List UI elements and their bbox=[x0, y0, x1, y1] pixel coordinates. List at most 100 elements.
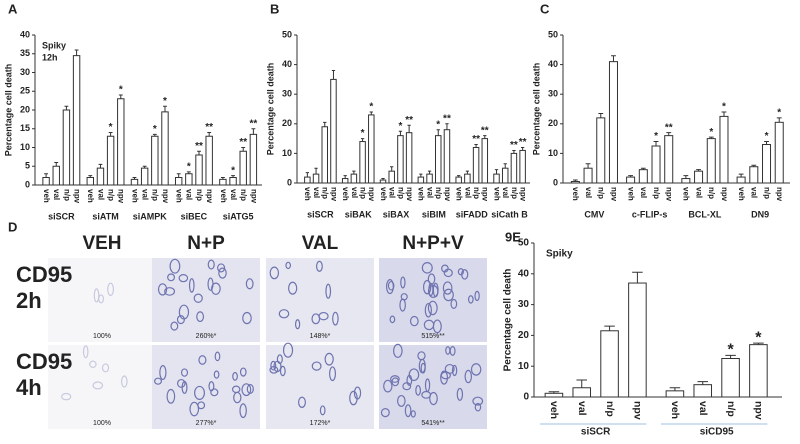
y-tick-label: 30 bbox=[518, 299, 530, 310]
cell bbox=[157, 283, 168, 296]
group-label: siBAX bbox=[383, 209, 410, 219]
group-label: CMV bbox=[584, 209, 604, 219]
bar-label: npv bbox=[609, 187, 618, 202]
cell bbox=[324, 352, 334, 366]
error-bar bbox=[207, 132, 212, 137]
error-bar bbox=[88, 175, 93, 178]
y-tick-label: 0 bbox=[287, 177, 292, 187]
cell bbox=[82, 345, 89, 359]
bar bbox=[106, 135, 115, 186]
bar bbox=[117, 98, 125, 186]
bar-label: n/p bbox=[652, 187, 661, 199]
bar bbox=[130, 178, 139, 186]
group-label: siBAK bbox=[345, 209, 373, 219]
annotation: 12h bbox=[42, 52, 58, 62]
bar-label: npv bbox=[205, 189, 214, 204]
row-label: CD95 bbox=[16, 262, 72, 287]
error-bar bbox=[390, 166, 394, 172]
bar bbox=[721, 358, 740, 398]
bar bbox=[312, 173, 320, 184]
bar-label: val bbox=[350, 187, 359, 198]
y-tick-label: 20 bbox=[282, 118, 292, 128]
cell bbox=[418, 358, 426, 374]
group-label: siCath B bbox=[491, 209, 528, 219]
group-label: siATG5 bbox=[223, 211, 254, 221]
bar bbox=[140, 167, 149, 186]
cell bbox=[397, 394, 406, 407]
error-bar bbox=[427, 170, 432, 175]
bar bbox=[174, 177, 183, 186]
error-bar bbox=[465, 170, 470, 175]
bar-label: npv bbox=[161, 189, 170, 204]
bar-label: npv bbox=[753, 401, 765, 420]
bar-label: veh bbox=[341, 187, 350, 201]
y-tick-label: 40 bbox=[20, 29, 30, 39]
error-bar bbox=[407, 124, 411, 133]
significance: * bbox=[436, 119, 440, 130]
error-bar bbox=[725, 354, 736, 359]
bar-label: npv bbox=[329, 187, 338, 202]
cell bbox=[427, 300, 438, 316]
y-axis-title: Percentage cell death bbox=[3, 64, 13, 157]
significance: ** bbox=[195, 141, 203, 152]
bar bbox=[749, 166, 759, 184]
cell bbox=[421, 262, 433, 274]
error-bar bbox=[197, 150, 201, 155]
cell bbox=[164, 287, 176, 296]
row-label: 2h bbox=[16, 288, 42, 313]
cell bbox=[474, 290, 480, 302]
error-bar bbox=[640, 167, 646, 170]
group-label: c-FLIP-s bbox=[632, 209, 668, 219]
significance: * bbox=[727, 342, 734, 359]
error-bar bbox=[369, 111, 373, 115]
group-label: siBIM bbox=[422, 209, 446, 219]
significance: * bbox=[153, 124, 157, 135]
bar-label: n/p bbox=[434, 187, 443, 199]
cell bbox=[311, 361, 322, 371]
y-tick-label: 25 bbox=[20, 86, 30, 96]
micrograph bbox=[266, 258, 374, 342]
significance: ** bbox=[205, 122, 213, 133]
significance: * bbox=[709, 127, 713, 138]
y-tick-label: 0 bbox=[25, 179, 30, 189]
cell bbox=[432, 319, 442, 334]
bar-label: veh bbox=[669, 401, 681, 419]
bar-label: veh bbox=[455, 187, 464, 201]
bar-label: npv bbox=[405, 187, 414, 202]
error-bar bbox=[419, 173, 423, 178]
bar-label: val bbox=[141, 189, 150, 200]
bar-label: veh bbox=[492, 187, 501, 201]
bar bbox=[664, 135, 674, 184]
bar-label: veh bbox=[42, 189, 51, 203]
cell bbox=[170, 321, 179, 331]
cell bbox=[279, 365, 286, 377]
bar-label: veh bbox=[86, 189, 95, 203]
cell bbox=[207, 259, 215, 270]
bar bbox=[229, 177, 237, 186]
bar-label: npv bbox=[665, 187, 674, 202]
y-tick-label: 10 bbox=[282, 148, 292, 158]
y-tick-label: 10 bbox=[518, 361, 530, 372]
bar-label: n/p bbox=[239, 189, 248, 201]
error-bar bbox=[132, 177, 137, 180]
error-bar bbox=[696, 169, 701, 172]
cell bbox=[408, 368, 420, 382]
bar bbox=[397, 135, 404, 184]
bar-label: val bbox=[697, 401, 709, 416]
caption: 148%* bbox=[310, 333, 331, 340]
group-label: siSCR bbox=[581, 427, 611, 438]
error-bar bbox=[231, 175, 235, 178]
cell bbox=[232, 371, 238, 381]
bar-label: n/p bbox=[510, 187, 519, 199]
cell bbox=[194, 385, 206, 401]
error-bar bbox=[585, 163, 591, 169]
bar bbox=[379, 179, 387, 184]
cell bbox=[457, 268, 464, 276]
cell bbox=[443, 268, 453, 278]
bar bbox=[694, 170, 704, 184]
y-axis-title: Percentage cell death bbox=[531, 63, 541, 156]
significance: * bbox=[777, 108, 781, 119]
bar bbox=[570, 181, 580, 184]
cell bbox=[451, 364, 458, 377]
group-label: siSCR bbox=[307, 209, 334, 219]
